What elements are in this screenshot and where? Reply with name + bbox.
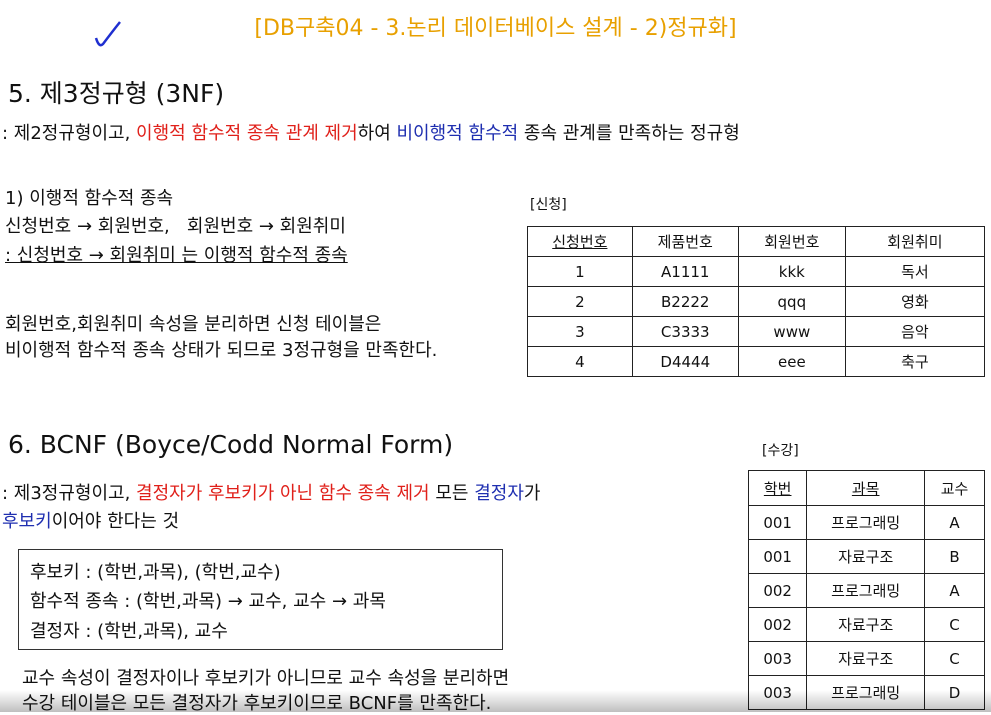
- cell: 프로그래밍: [806, 573, 926, 608]
- text: 후보키 : (학번,과목), (학번,교수): [30, 562, 281, 583]
- text: 결정자 : (학번,과목), 교수: [30, 621, 228, 642]
- cell: 4: [527, 346, 633, 377]
- cell: 자료구조: [806, 539, 926, 574]
- cell: www: [737, 316, 846, 347]
- text: 비이행적 함수적: [396, 123, 519, 144]
- cell: B: [924, 539, 985, 574]
- text: 후보키: [2, 511, 52, 532]
- text: 교수 속성이 결정자이나 후보키가 아니므로 교수 속성을 분리하면: [22, 668, 510, 689]
- row: 2 B2222 qqq 영화: [527, 286, 986, 317]
- text: 함수적 종속 : (학번,과목) → 교수, 교수 → 과목: [30, 591, 386, 612]
- text: 회원번호,회원취미 속성을 분리하면 신청 테이블은: [5, 314, 382, 335]
- cell: A: [924, 505, 985, 540]
- cell: 003: [747, 641, 808, 676]
- text: 신청번호 → 회원번호, 회원번호 → 회원취미: [5, 216, 346, 237]
- row: 003 자료구조 C: [747, 641, 985, 676]
- caption: [수강]: [762, 443, 799, 459]
- text: 수강 테이블은 모든 결정자가 후보키이므로 BCNF를 만족한다.: [22, 689, 491, 715]
- row: 003프로그래밍D: [747, 675, 985, 710]
- cell: D4444: [631, 346, 739, 377]
- row: 3 C3333 www 음악: [527, 316, 986, 347]
- row: 001 자료구조 B: [747, 539, 985, 574]
- text: 비이행적 함수적 종속 상태가 되므로 3정규형을 만족한다.: [5, 340, 438, 361]
- text: 가: [523, 483, 541, 504]
- text: 결정자가 후보키가 아닌 함수 종속 제거: [136, 483, 430, 504]
- header-cell: 교수: [924, 470, 985, 506]
- cell: 001: [747, 539, 808, 574]
- cell: 프로그래밍: [806, 505, 926, 540]
- cell: eee: [737, 346, 846, 377]
- cell: 2: [527, 286, 633, 317]
- cell: 음악: [844, 316, 986, 347]
- check-doodle: [94, 21, 121, 47]
- cell: A1111: [631, 256, 739, 287]
- cell: D: [924, 675, 985, 710]
- text: 결정자: [474, 483, 524, 504]
- cell: kkk: [737, 256, 846, 287]
- cell: 3: [527, 316, 633, 347]
- table: 신청번호 제품번호 회원번호 회원취미 1 A1111 kkk 독서 2 B2222 qqq 영화 3 C…: [527, 226, 986, 377]
- cell: 프로그래밍: [806, 675, 926, 710]
- cell: 축구: [844, 346, 986, 377]
- cell: C: [924, 641, 985, 676]
- heading: 6. BCNF (Boyce/Codd Normal Form): [8, 430, 454, 459]
- cell: 영화: [844, 286, 986, 317]
- header-cell: 회원취미: [844, 226, 986, 257]
- text: 종속 관계를 만족하는 정규형: [518, 123, 740, 144]
- cell: 1: [527, 256, 633, 287]
- text: : 제2정규형이고,: [2, 123, 137, 144]
- text: 1) 이행적 함수적 종속: [5, 188, 174, 209]
- text: 모든: [429, 483, 475, 504]
- row: 1 A1111 kkk 독서: [527, 256, 986, 287]
- cell: 001: [747, 505, 808, 540]
- header-row: 학번 과목 교수: [747, 470, 985, 506]
- header-cell: 회원번호: [737, 226, 846, 257]
- header-cell: 과목: [806, 470, 926, 506]
- cell: qqq: [737, 286, 846, 317]
- cell: C3333: [631, 316, 739, 347]
- header-cell: 학번: [747, 470, 808, 506]
- row: 002 자료구조 C: [747, 607, 985, 642]
- cell: B2222: [631, 286, 739, 317]
- text: 이행적 함수적 종속 관계 제거: [136, 123, 358, 144]
- header-cell: 제품번호: [631, 226, 739, 257]
- table: 학번 과목 교수 001 프로그래밍 A 001 자료구조 B 002 프로그래밍 A 002 자료구조 C…: [747, 470, 985, 710]
- cell: C: [924, 607, 985, 642]
- text: : 제3정규형이고,: [2, 483, 137, 504]
- definition: 후보키이어야 한다는 것: [2, 507, 179, 533]
- cell: 003: [747, 675, 808, 710]
- cell: 002: [747, 607, 808, 642]
- shade: [0, 690, 991, 712]
- cell: 자료구조: [806, 641, 926, 676]
- text: 이어야 한다는 것: [51, 511, 180, 532]
- text: 하여: [357, 123, 397, 144]
- definition: : 제2정규형이고, 이행적 함수적 종속 관계 제거하여 비이행적 함수적 종…: [2, 119, 740, 145]
- heading: 5. 제3정규형 (3NF): [8, 79, 225, 108]
- row: 4 D4444 eee 축구: [527, 346, 986, 377]
- box: [18, 549, 503, 650]
- header-row: 신청번호 제품번호 회원번호 회원취미: [527, 226, 986, 257]
- row: 002 프로그래밍 A: [747, 573, 985, 608]
- cell: 자료구조: [806, 607, 926, 642]
- cell: 독서: [844, 256, 986, 287]
- header-cell: 신청번호: [527, 226, 633, 257]
- definition: : 제3정규형이고, 결정자가 후보키가 아닌 함수 종속 제거 모든 결정자가: [2, 479, 540, 505]
- cell: A: [924, 573, 985, 608]
- caption: [신청]: [530, 197, 567, 213]
- title: [DB구축04 - 3.논리 데이터베이스 설계 - 2)정규화]: [254, 16, 737, 41]
- cell: 002: [747, 573, 808, 608]
- text: : 신청번호 → 회원취미 는 이행적 함수적 종속: [5, 245, 348, 266]
- row: 001 프로그래밍 A: [747, 505, 985, 540]
